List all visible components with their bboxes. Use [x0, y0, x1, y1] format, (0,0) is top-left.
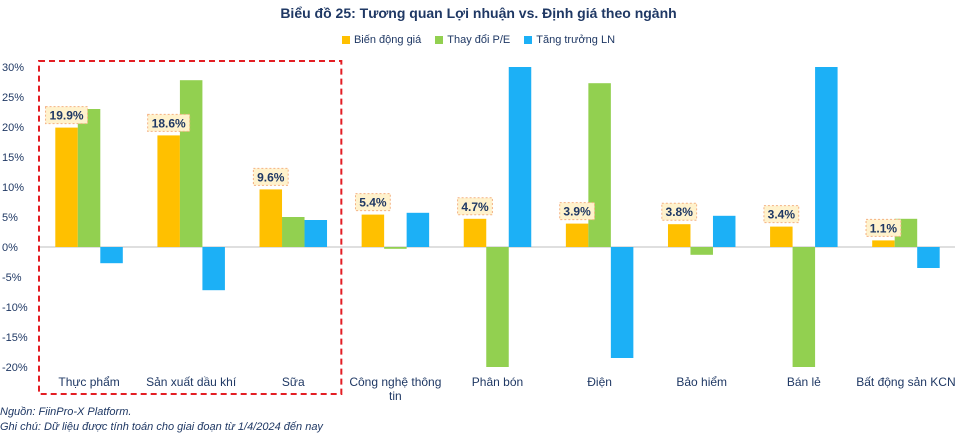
- legend-label-pe: Thay đổi P/E: [447, 34, 511, 46]
- data-label-box: [559, 202, 596, 221]
- legend-swatch-price: [341, 36, 350, 44]
- bar: [565, 223, 589, 247]
- data-label-box: [865, 218, 902, 237]
- data-label-box: [661, 202, 698, 221]
- bar: [384, 247, 407, 249]
- y-tick-label: 5%: [2, 212, 18, 224]
- bar: [486, 247, 509, 367]
- source-note: Nguồn: FiinPro-X Platform.: [0, 406, 132, 418]
- bar: [872, 240, 895, 247]
- x-tick-label: Bất động sản KCN: [856, 375, 955, 389]
- data-label: 3.9%: [563, 205, 591, 219]
- data-label: 5.4%: [359, 196, 387, 210]
- bar: [463, 218, 487, 247]
- legend-swatch-profit: [524, 36, 533, 44]
- highlight-box: [38, 60, 343, 395]
- x-tick-label: Công nghệ thông: [349, 375, 441, 389]
- chart-footer: Nguồn: FiinPro-X Platform. Ghi chú: Dữ l…: [0, 405, 323, 435]
- legend-item-pe: Thay đổi P/E: [435, 34, 510, 46]
- bar: [179, 80, 203, 247]
- data-label-box: [45, 106, 89, 125]
- legend-label-price: Biến động giá: [353, 34, 422, 46]
- y-tick-label: 20%: [2, 122, 24, 134]
- data-label: 18.6%: [152, 116, 186, 130]
- bar: [361, 214, 385, 247]
- bar: [712, 215, 736, 247]
- x-tick-label: Sữa: [282, 375, 305, 389]
- y-tick-label: 15%: [2, 152, 24, 164]
- x-tick-label: Thực phẩm: [58, 375, 119, 389]
- legend-item-price: Biến động giá: [341, 34, 422, 46]
- data-label: 1.1%: [870, 221, 898, 235]
- x-tick-label: tin: [389, 389, 402, 403]
- y-tick-label: -10%: [2, 302, 28, 314]
- bar: [770, 226, 793, 247]
- bar: [304, 220, 328, 247]
- bar: [259, 189, 283, 247]
- y-tick-label: 30%: [2, 62, 24, 74]
- data-label: 3.8%: [666, 205, 694, 219]
- bar: [917, 247, 940, 268]
- bar: [610, 247, 634, 358]
- data-label-box: [763, 205, 800, 224]
- chart-legend: Biến động giá Thay đổi P/E Tăng trưởng L…: [0, 34, 957, 46]
- data-label: 3.4%: [768, 208, 796, 222]
- data-label: 4.7%: [461, 200, 489, 214]
- data-label-box: [147, 113, 191, 132]
- data-label: 9.6%: [257, 170, 285, 184]
- bar: [77, 109, 101, 247]
- bar: [157, 135, 180, 247]
- bar: [588, 83, 611, 247]
- bar: [508, 67, 532, 247]
- bar: [406, 212, 430, 247]
- x-tick-label: Bảo hiểm: [676, 375, 727, 389]
- y-tick-label: -5%: [2, 272, 22, 284]
- data-label: 19.9%: [50, 109, 84, 123]
- bar: [815, 67, 838, 247]
- y-tick-label: 25%: [2, 92, 24, 104]
- y-tick-label: -20%: [2, 362, 28, 374]
- x-tick-label: Sản xuất dầu khí: [146, 375, 237, 389]
- y-tick-label: -15%: [2, 332, 28, 344]
- x-tick-label: Phân bón: [472, 375, 523, 389]
- bar: [100, 247, 123, 264]
- data-label-box: [354, 193, 391, 212]
- y-tick-label: 0%: [2, 242, 18, 254]
- bar: [55, 127, 78, 247]
- x-tick-label: Bán lẻ: [787, 375, 821, 389]
- chart-title: Biểu đồ 25: Tương quan Lợi nhuận vs. Địn…: [280, 5, 677, 21]
- bar: [690, 247, 713, 255]
- legend-swatch-pe: [435, 36, 444, 44]
- bar: [792, 247, 816, 367]
- data-label-box: [252, 167, 289, 186]
- x-tick-label: Điện: [587, 375, 612, 389]
- bar: [667, 224, 691, 247]
- bar: [202, 247, 225, 291]
- period-note: Ghi chú: Dữ liệu được tính toán cho giai…: [0, 421, 323, 433]
- bar: [282, 217, 305, 247]
- data-label-box: [457, 197, 493, 216]
- legend-label-profit: Tăng trưởng LN: [536, 34, 616, 46]
- y-tick-label: 10%: [2, 182, 24, 194]
- legend-item-profit: Tăng trưởng LN: [524, 34, 615, 46]
